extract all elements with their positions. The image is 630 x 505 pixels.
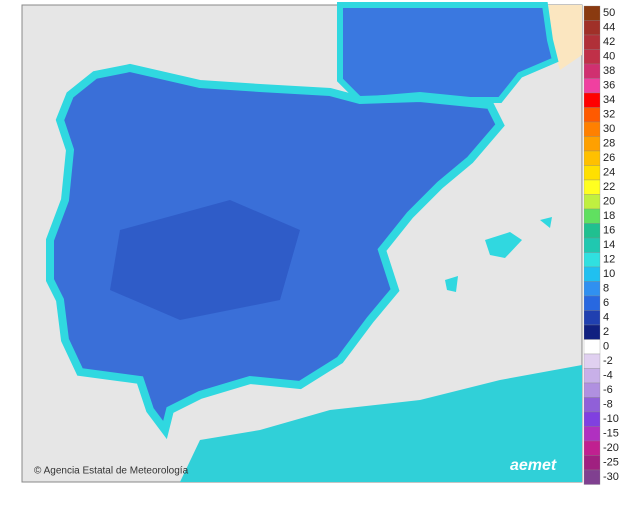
africa (180, 365, 582, 482)
mallorca (485, 232, 522, 258)
legend-label: 0 (603, 340, 609, 352)
legend-label: 6 (603, 297, 609, 309)
legend-label: -4 (603, 369, 613, 381)
legend-swatch (583, 339, 601, 355)
legend-swatch (583, 208, 601, 224)
credit: © Agencia Estatal de Meteorología (34, 466, 189, 477)
legend-swatch (583, 223, 601, 239)
legend-swatch (583, 295, 601, 311)
legend-label: -2 (603, 355, 613, 367)
legend-swatch (583, 107, 601, 123)
legend-swatch (583, 78, 601, 94)
legend-label: 18 (603, 210, 615, 222)
legend-swatch (583, 382, 601, 398)
legend-swatch (583, 237, 601, 253)
legend-swatch (583, 281, 601, 297)
legend-swatch (583, 49, 601, 65)
france (337, 2, 559, 104)
legend-swatch (583, 426, 601, 442)
legend-label: 26 (603, 152, 615, 164)
legend-label: 32 (603, 108, 615, 120)
legend-swatch (583, 310, 601, 326)
legend-label: 40 (603, 50, 615, 62)
legend-swatch (583, 63, 601, 79)
legend-label: 2 (603, 326, 609, 338)
legend-label: 20 (603, 195, 615, 207)
legend-label: 24 (603, 166, 615, 178)
legend-swatch (583, 20, 601, 36)
legend-label: -30 (603, 471, 619, 483)
legend-swatch (583, 469, 601, 485)
legend-swatch (583, 194, 601, 210)
legend-label: -8 (603, 398, 613, 410)
legend-swatch (583, 411, 601, 427)
legend-swatch (583, 121, 601, 137)
legend-swatch (583, 266, 601, 282)
legend-label: -20 (603, 442, 619, 454)
legend-swatch (583, 324, 601, 340)
legend-swatch (583, 368, 601, 384)
legend-label: 12 (603, 253, 615, 265)
legend-label: 38 (603, 65, 615, 77)
legend-label: 10 (603, 268, 615, 280)
legend-swatch (583, 252, 601, 268)
legend-label: -6 (603, 384, 613, 396)
menorca (540, 217, 552, 228)
legend-label: 14 (603, 239, 615, 251)
legend-swatch (583, 179, 601, 195)
legend-label: 50 (603, 7, 615, 19)
legend-label: 30 (603, 123, 615, 135)
legend-label: 42 (603, 36, 615, 48)
legend-label: -15 (603, 427, 619, 439)
legend-swatch (583, 5, 601, 21)
legend-swatch (583, 440, 601, 456)
logo: aemet (510, 457, 557, 474)
legend-label: 28 (603, 137, 615, 149)
cold-zone (110, 200, 300, 320)
ibiza (445, 276, 458, 292)
legend-swatch (583, 92, 601, 108)
legend-label: 8 (603, 282, 609, 294)
legend-swatch (583, 397, 601, 413)
legend-label: 36 (603, 79, 615, 91)
legend-label: 4 (603, 311, 609, 323)
legend-swatch (583, 165, 601, 181)
legend-label: -10 (603, 413, 619, 425)
legend-swatch (583, 34, 601, 50)
legend: 5044424038363432302826242220181614121086… (583, 5, 619, 485)
legend-label: 34 (603, 94, 615, 106)
land-outside (545, 5, 582, 70)
legend-swatch (583, 455, 601, 471)
legend-swatch (583, 353, 601, 369)
legend-label: 22 (603, 181, 615, 193)
legend-swatch (583, 150, 601, 166)
legend-label: 16 (603, 224, 615, 236)
legend-label: 44 (603, 21, 615, 33)
legend-label: -25 (603, 456, 619, 468)
legend-swatch (583, 136, 601, 152)
